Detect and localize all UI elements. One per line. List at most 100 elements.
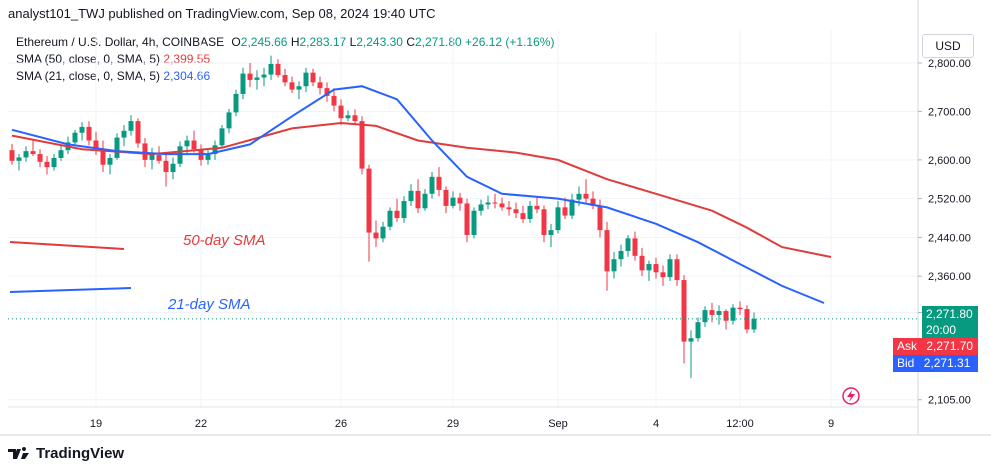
candle-body <box>107 157 113 165</box>
candle-body <box>716 311 722 315</box>
candle <box>646 260 652 282</box>
close-label: C <box>406 35 415 49</box>
candle <box>681 275 687 364</box>
candle-body <box>366 168 372 233</box>
candle <box>716 305 722 325</box>
candle <box>709 302 715 323</box>
candle-body <box>345 115 351 119</box>
sma21-row[interactable]: SMA (21, close, 0, SMA, 5) 2,304.66 <box>16 68 554 85</box>
candle <box>688 330 694 378</box>
candle-body <box>534 205 540 210</box>
ask-value: 2,271.70 <box>926 339 974 353</box>
candle-body <box>114 137 120 158</box>
candle-body <box>471 210 477 235</box>
candle <box>72 129 78 147</box>
candle <box>513 202 519 219</box>
candle <box>583 179 589 203</box>
candle-body <box>415 190 421 209</box>
candle <box>226 108 232 134</box>
candle <box>37 149 43 168</box>
footer-brand[interactable]: TradingView <box>8 445 124 462</box>
candle-body <box>702 310 708 323</box>
candle-body <box>72 132 78 143</box>
sma21-line <box>11 85 825 304</box>
candle-body <box>464 203 470 235</box>
candle <box>149 147 155 170</box>
candle-body <box>170 163 176 172</box>
candle-body <box>198 149 204 160</box>
symbol-label: Ethereum / U.S. Dollar, 4h, COINBASE <box>16 35 225 49</box>
candle <box>170 157 176 180</box>
candle-body <box>149 155 155 160</box>
candle-body <box>506 207 512 210</box>
y-tick-label: 2,105.00 <box>928 395 971 407</box>
candle-body <box>156 155 162 161</box>
candle <box>730 304 736 325</box>
candle-body <box>23 151 29 158</box>
event-icon-ring <box>842 387 860 405</box>
sma21-value: 2,304.66 <box>163 69 211 83</box>
brand-label: TradingView <box>36 445 125 462</box>
candle-body <box>548 230 554 235</box>
candle-body <box>58 150 64 158</box>
low-value: 2,243.30 <box>356 35 403 49</box>
candle-body <box>37 154 43 162</box>
candle <box>128 115 134 136</box>
candle-body <box>492 202 498 204</box>
candle <box>44 155 50 175</box>
candle-body <box>611 259 617 272</box>
candle <box>695 317 701 342</box>
candle <box>562 197 568 219</box>
candle <box>198 144 204 166</box>
candle <box>380 221 386 243</box>
candle <box>23 146 29 162</box>
candle <box>471 207 477 239</box>
x-tick-label: 26 <box>335 418 347 430</box>
candle <box>751 312 757 333</box>
candle <box>737 301 743 315</box>
sma50-annotation-label: 50-day SMA <box>183 232 266 249</box>
candle <box>212 140 218 160</box>
candle-body <box>212 145 218 155</box>
candle <box>506 201 512 216</box>
candle-body <box>597 205 603 231</box>
candle <box>121 124 127 147</box>
candle-body <box>527 205 533 219</box>
y-tick-label: 2,360.00 <box>928 271 971 283</box>
candle <box>744 305 750 334</box>
candle-body <box>422 193 428 209</box>
candle-body <box>625 238 631 251</box>
candle-body <box>219 128 225 146</box>
candle-body <box>660 272 666 278</box>
candle <box>639 248 645 277</box>
candle <box>331 88 337 112</box>
candle <box>674 254 680 286</box>
candle-body <box>520 213 526 219</box>
bid-value: 2,271.31 <box>923 356 971 370</box>
candle-body <box>86 126 92 141</box>
candle <box>485 195 491 210</box>
candle-body <box>618 250 624 260</box>
candle-body <box>457 197 463 204</box>
candle <box>114 133 120 160</box>
candle-body <box>51 157 57 168</box>
candle <box>387 207 393 231</box>
event-icon-bolt <box>847 390 855 402</box>
close-value: 2,271.80 <box>414 35 462 49</box>
open-label: O <box>231 35 241 49</box>
candle <box>205 150 211 165</box>
currency-button[interactable]: USD <box>922 34 974 58</box>
candle <box>443 186 449 214</box>
event-icon[interactable] <box>842 387 860 405</box>
y-tick-label: 2,440.00 <box>928 232 971 244</box>
low-label: L <box>349 35 357 49</box>
candle-body <box>576 193 582 200</box>
candle-body <box>135 121 141 144</box>
sma50-row[interactable]: SMA (50, close, 0, SMA, 5) 2,399.55 <box>16 51 554 68</box>
candle <box>184 135 190 155</box>
sma21-label: SMA (21, close, 0, SMA, 5) <box>16 69 161 83</box>
candle <box>478 199 484 216</box>
candle-body <box>646 264 652 271</box>
candle <box>660 265 666 286</box>
candle <box>142 138 148 168</box>
